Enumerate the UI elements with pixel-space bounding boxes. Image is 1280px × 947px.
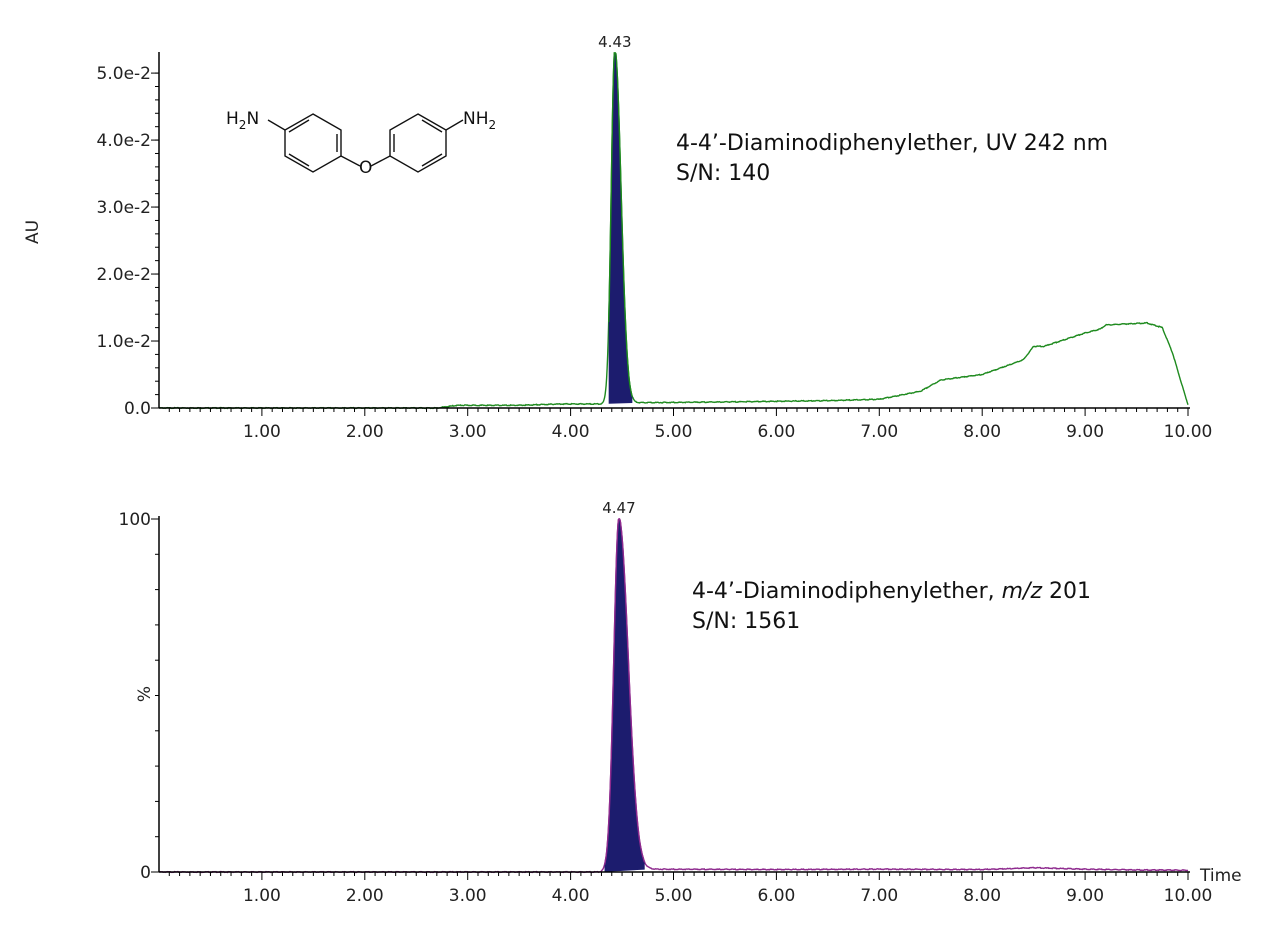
uv-peak-area	[608, 53, 633, 404]
x-tick-label: 8.00	[963, 422, 1001, 442]
x-tick-label: 5.00	[655, 422, 693, 442]
x-tick-label: 7.00	[860, 886, 898, 906]
x-tick-label: 1.00	[243, 422, 281, 442]
uv-peak-label: 4.43	[598, 33, 631, 51]
uv-annotation-line-1: 4-4’-Diaminodiphenylether, UV 242 nm	[676, 131, 1108, 156]
ms-annotation-compound: 4-4’-Diaminodiphenylether,	[692, 579, 1002, 604]
chemical-structure	[267, 113, 464, 173]
x-tick-label: 10.00	[1164, 422, 1213, 442]
x-tick-label: 3.00	[449, 422, 487, 442]
amine-right-label: NH2	[463, 109, 496, 132]
x-tick-label: 6.00	[757, 886, 795, 906]
y-tick-label: 1.0e-2	[97, 332, 151, 352]
uv-y-ticks: 0.0 1.0e-2 2.0e-2 3.0e-2 4.0e-2 5.0e-2	[97, 64, 159, 419]
x-tick-label: 3.00	[449, 886, 487, 906]
x-tick-label: 7.00	[860, 422, 898, 442]
ms-annotation-line-2: S/N: 1561	[692, 609, 800, 634]
uv-annotation-line-2: S/N: 140	[676, 161, 770, 186]
amine-bond-right	[445, 119, 464, 131]
uv-peak-trace	[607, 52, 634, 397]
ms-peak-area	[604, 519, 645, 872]
ms-baseline-trace	[158, 518, 1189, 874]
ether-bond-right	[370, 155, 391, 167]
amine-bond-left	[267, 119, 286, 131]
x-tick-label: 2.00	[346, 886, 384, 906]
x-tick-label: 9.00	[1066, 886, 1104, 906]
y-tick-label: 2.0e-2	[97, 265, 151, 285]
y-tick-label: 100	[119, 510, 151, 530]
ms-peak-label: 4.47	[602, 499, 635, 517]
ms-annotation-line-1: 4-4’-Diaminodiphenylether, m/z 201	[692, 579, 1091, 604]
ms-x-ticks: 1.00 2.00 3.00 4.00 5.00 6.00 7.00 8.00 9.00 10.0…	[168, 872, 1213, 906]
y-tick-label: 0	[140, 863, 151, 883]
x-tick-label: 8.00	[963, 886, 1001, 906]
x-tick-label: 6.00	[757, 422, 795, 442]
y-tick-label: 5.0e-2	[97, 64, 151, 84]
x-tick-label: 1.00	[243, 886, 281, 906]
ms-y-axis-label: %	[135, 686, 155, 702]
uv-y-axis-label: AU	[23, 220, 43, 244]
ms-x-axis-label: Time	[1199, 866, 1242, 886]
x-tick-label: 9.00	[1066, 422, 1104, 442]
amine-left-label: H2N	[226, 109, 259, 132]
uv-chromatogram-panel: 1.00 2.00 3.00 4.00 5.00 6.00 7.00 8.00 9.00 10.0…	[23, 33, 1212, 442]
x-tick-label: 4.00	[552, 422, 590, 442]
uv-baseline-trace	[158, 52, 1189, 410]
y-tick-label: 0.0	[124, 399, 151, 419]
ms-y-ticks: 0 100	[119, 510, 159, 883]
x-tick-label: 5.00	[655, 886, 693, 906]
left-benzene-ring	[284, 113, 342, 173]
x-tick-label: 2.00	[346, 422, 384, 442]
uv-x-ticks: 1.00 2.00 3.00 4.00 5.00 6.00 7.00 8.00 9.00 10.0…	[168, 408, 1213, 442]
ether-oxygen-label: O	[359, 158, 372, 178]
ms-annotation-mz: m/z	[1002, 579, 1043, 604]
right-benzene-ring	[389, 113, 447, 173]
x-tick-label: 10.00	[1164, 886, 1213, 906]
ms-peak-trace	[603, 518, 646, 865]
ms-annotation-mass: 201	[1042, 579, 1091, 604]
x-tick-label: 4.00	[552, 886, 590, 906]
y-tick-label: 3.0e-2	[97, 198, 151, 218]
ms-chromatogram-panel: 1.00 2.00 3.00 4.00 5.00 6.00 7.00 8.00 9.00 10.0…	[119, 499, 1242, 906]
ether-bond-left	[340, 155, 361, 167]
y-tick-label: 4.0e-2	[97, 131, 151, 151]
